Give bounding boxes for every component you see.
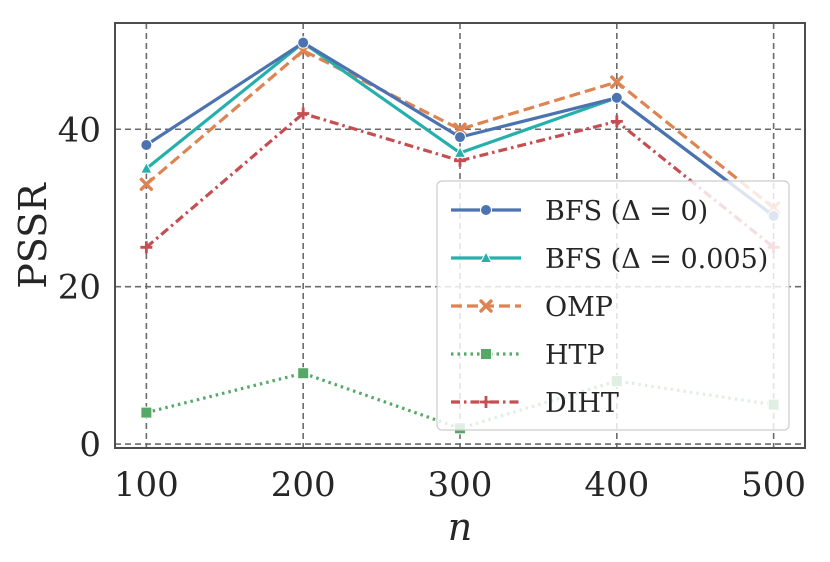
series-line [145,48,775,210]
legend-label: DIHT [545,388,619,419]
y-tick-label: 40 [58,110,101,150]
y-tick-label: 0 [79,425,101,465]
x-tick-label: 100 [114,465,179,505]
legend-marker [479,250,493,263]
legend-label: HTP [545,340,605,371]
x-tick-label: 300 [428,465,493,505]
x-axis-title: n [448,505,472,549]
legend-marker [479,299,493,313]
data-point [610,91,623,104]
legend-marker [480,204,492,216]
legend-label: BFS (Δ = 0) [545,196,708,227]
series-line [145,111,775,249]
legend-box [436,180,790,431]
legend-label: OMP [545,292,613,323]
legend-label: BFS (Δ = 0.005) [545,244,768,275]
legend-item: BFS (Δ = 0) [451,196,708,227]
y-tick-label: 20 [58,268,101,308]
legend-marker [480,396,492,408]
data-point [140,161,153,174]
data-point [297,367,310,380]
x-tick-label: 500 [741,465,806,505]
tick-labels: 100 200 300 400 500 0 20 40 [58,110,806,505]
legend-item: HTP [451,340,605,371]
data-point [610,75,624,89]
data-point [297,36,310,49]
data-point [140,138,153,151]
data-point [453,145,467,158]
plot-frame [114,22,806,449]
data-point [139,177,154,192]
x-tick-label: 200 [271,465,336,505]
legend-item: DIHT [451,388,619,419]
series-lines [139,35,781,435]
legend-item: BFS (Δ = 0.005) [451,244,768,275]
legend-item: OMP [451,292,613,323]
data-point [140,241,153,254]
y-axis-title: PSSR [11,182,55,289]
x-tick-label: 400 [584,465,649,505]
legend: BFS (Δ = 0) BFS (Δ = 0.005) OMP HTP DIHT [436,180,790,431]
data-point [454,131,466,144]
data-point [297,107,310,120]
data-point [140,406,153,419]
legend-marker [480,348,492,360]
data-point [610,115,623,128]
